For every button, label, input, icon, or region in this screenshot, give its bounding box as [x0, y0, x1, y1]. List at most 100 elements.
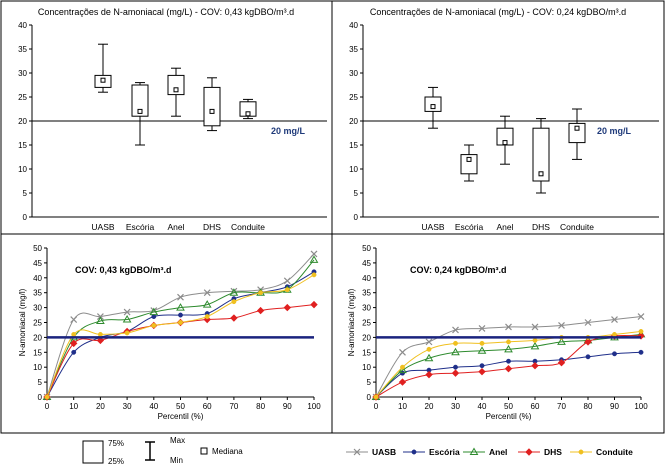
data-point-marker: [612, 331, 617, 337]
data-point-marker: [525, 448, 533, 456]
x-tick-label: 10: [398, 402, 407, 411]
data-point-marker: [505, 323, 512, 331]
data-point-marker: [96, 336, 105, 345]
x-tick-label: 10: [69, 402, 78, 411]
y-tick-label: 10: [18, 165, 27, 174]
y-tick-label: 20: [18, 117, 27, 126]
x-tick-label: 60: [203, 402, 212, 411]
x-tick-label: 90: [610, 402, 619, 411]
y-tick-label: 15: [362, 348, 371, 357]
y-tick-label: 10: [349, 165, 358, 174]
data-point-marker: [453, 364, 458, 370]
data-point-marker: [283, 303, 292, 312]
legend-label: Conduite: [596, 447, 633, 457]
x-category-label: UASB: [421, 222, 444, 232]
percentile-chart-cov-024: 0 5 10 15 20 25 30 35 40 45 50 0 10 20 30 40 50 60 70 80 90 1…: [347, 244, 648, 421]
data-point-marker: [202, 300, 212, 308]
legend-median-label: Mediana: [212, 447, 243, 456]
y-tick-label: 35: [33, 289, 42, 298]
y-tick-label: 15: [33, 348, 42, 357]
data-point-marker: [284, 287, 290, 293]
data-point-marker: [258, 290, 264, 296]
y-tick-label: 5: [367, 378, 372, 387]
reference-line-label: 20 mg/L: [271, 126, 306, 136]
legend-min-label: Min: [170, 456, 183, 465]
y-tick-label: 35: [18, 45, 27, 54]
data-point-marker: [637, 313, 645, 320]
percentile-chart-cov-043: 0 5 10 15 20 25 30 35 40 45 50 0 10 20 30 40 50 60 70 80 90 1…: [18, 244, 321, 421]
data-point-marker: [176, 303, 185, 311]
y-tick-label: 30: [33, 304, 42, 313]
box-iqr: [532, 127, 550, 182]
y-tick-label: 0: [38, 393, 43, 402]
box-median-marker: [574, 125, 580, 131]
data-point-marker: [557, 337, 566, 345]
data-point-marker: [353, 448, 361, 456]
data-point-marker: [469, 447, 479, 455]
data-point-marker: [638, 328, 644, 334]
data-point-marker: [97, 331, 103, 337]
y-tick-label: 0: [354, 213, 359, 222]
data-point-marker: [44, 394, 50, 400]
x-tick-label: 90: [283, 402, 292, 411]
data-point-marker: [204, 314, 210, 319]
series-legend: UASB Escória Anel DHS Conduite: [346, 447, 633, 457]
y-tick-label: 5: [23, 189, 28, 198]
data-point-marker: [70, 316, 78, 323]
data-point-marker: [585, 354, 591, 360]
y-tick-label: 35: [349, 45, 358, 54]
data-point-marker: [504, 344, 513, 353]
x-axis-title: Percentil (%): [158, 412, 204, 421]
y-tick-label: 10: [362, 363, 371, 372]
data-point-marker: [611, 316, 618, 323]
y-tick-label: 0: [23, 213, 28, 222]
data-point-marker: [424, 353, 434, 362]
box-median-marker: [137, 108, 143, 114]
data-point-marker: [71, 331, 77, 337]
data-point-marker: [203, 289, 211, 297]
data-point-marker: [398, 378, 407, 386]
x-category-label: Anel: [496, 222, 513, 232]
x-tick-label: 20: [425, 402, 434, 411]
x-category-label: DHS: [203, 222, 221, 232]
box-iqr: [203, 86, 221, 127]
x-tick-label: 0: [374, 402, 379, 411]
data-point-marker: [558, 322, 565, 329]
x-tick-label: 30: [123, 402, 132, 411]
box-iqr: [131, 84, 149, 117]
box-median-marker: [245, 111, 251, 117]
y-tick-label: 45: [33, 259, 42, 268]
data-point-marker: [477, 346, 487, 354]
x-tick-label: 40: [149, 402, 158, 411]
data-point-marker: [256, 306, 265, 315]
y-tick-label: 40: [362, 274, 371, 283]
y-tick-label: 50: [33, 244, 42, 253]
data-point-marker: [506, 339, 511, 345]
panel-frame-top-right: [331, 0, 665, 235]
data-point-marker: [71, 349, 77, 355]
data-point-marker: [178, 320, 183, 325]
data-point-marker: [96, 316, 105, 325]
box-median-marker: [209, 108, 215, 114]
box-iqr: [167, 74, 185, 96]
box-median-marker: [430, 104, 436, 110]
y-tick-label: 20: [33, 333, 42, 342]
x-tick-label: 100: [307, 402, 321, 411]
chart-title: Concentrações de N-amoniacal (mg/L) - CO…: [38, 7, 294, 17]
y-tick-label: 40: [33, 274, 42, 283]
series-line-dhs: [46, 304, 315, 398]
data-point-marker: [425, 370, 433, 379]
data-point-marker: [309, 255, 319, 263]
data-point-marker: [178, 312, 183, 318]
data-point-marker: [310, 250, 318, 258]
x-category-label: Conduite: [560, 222, 594, 232]
y-tick-label: 25: [18, 93, 27, 102]
x-tick-label: 20: [96, 402, 105, 411]
x-category-label: Escória: [455, 222, 484, 232]
data-point-marker: [399, 348, 406, 356]
x-tick-label: 50: [504, 402, 513, 411]
y-tick-label: 45: [362, 259, 371, 268]
data-point-marker: [504, 364, 513, 373]
x-axis-title: Percentil (%): [486, 412, 532, 421]
